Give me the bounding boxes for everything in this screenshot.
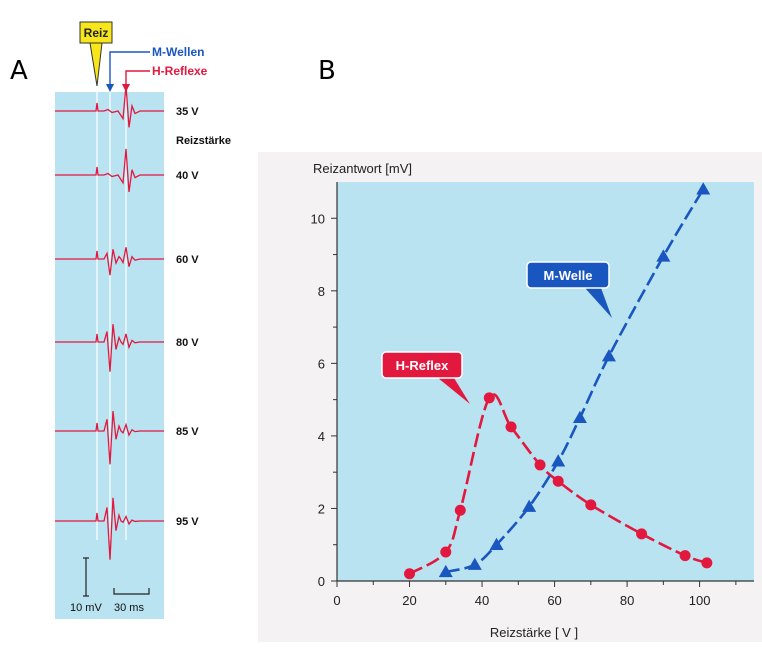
panel-b-letter: B — [318, 56, 336, 86]
emg-trace — [55, 85, 164, 128]
emg-traces-panel: Reiz M-Wellen H-Reflexe Reizstärke 35 V 4… — [55, 21, 231, 619]
trace-voltage-label: 85 V — [176, 426, 199, 438]
reiz-label: Reiz — [84, 26, 109, 40]
h-reflexe-arrow-line — [125, 70, 150, 88]
trace-voltage-label: 80 V — [176, 337, 199, 349]
reiz-pointer — [89, 42, 103, 87]
panel-a-letter: A — [10, 56, 28, 86]
panel-b-background — [258, 152, 762, 642]
emg-trace — [55, 410, 164, 465]
trace-voltage-label: 95 V — [176, 516, 199, 528]
emg-trace — [55, 324, 164, 372]
emg-trace — [55, 148, 164, 193]
m-wellen-label: M-Wellen — [152, 45, 204, 59]
scale-mv-label: 10 mV — [70, 602, 102, 614]
trace-voltage-label: 40 V — [176, 170, 199, 182]
reizstaerke-caption: Reizstärke — [176, 135, 231, 147]
emg-trace — [55, 247, 164, 276]
trace-voltage-label: 60 V — [176, 254, 199, 266]
emg-trace — [55, 497, 164, 560]
m-wellen-arrow-line — [109, 51, 150, 88]
scale-bar-horizontal — [113, 588, 150, 595]
scale-ms-label: 30 ms — [114, 602, 144, 614]
trace-voltage-label: 35 V — [176, 106, 199, 118]
h-reflexe-label: H-Reflexe — [152, 64, 208, 78]
m-wellen-arrowhead — [106, 84, 114, 92]
